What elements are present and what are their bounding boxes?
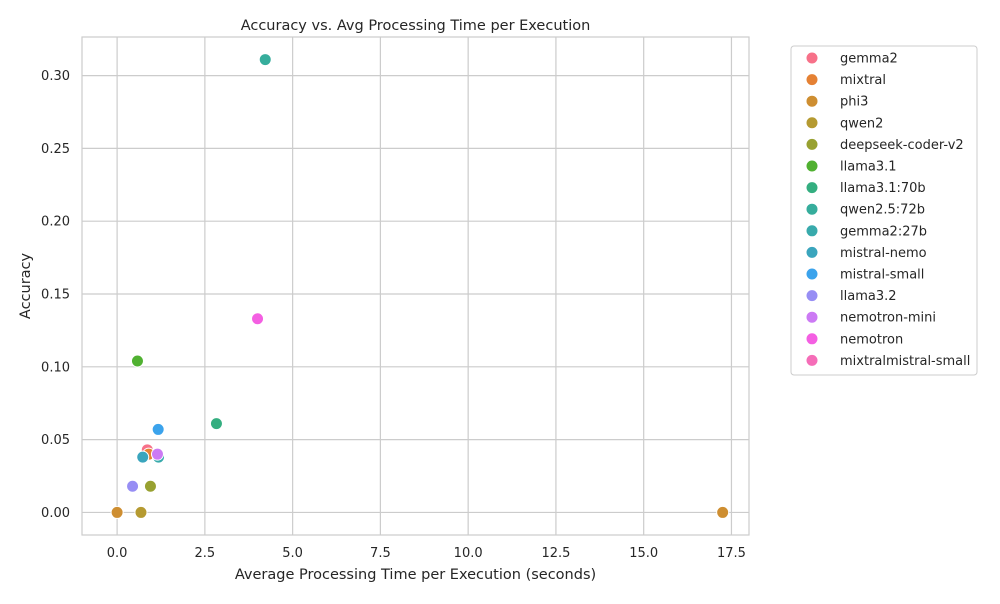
legend-marker <box>805 245 819 259</box>
data-point-nemotron-mini <box>150 447 164 461</box>
data-point-qwen2.5:72b <box>258 53 272 67</box>
plot-area <box>82 37 749 535</box>
legend-label: gemma2 <box>840 52 898 67</box>
legend-marker <box>805 73 819 87</box>
legend-frame <box>790 45 978 376</box>
legend-marker <box>805 137 819 151</box>
data-point-llama3.1:70b <box>209 417 223 431</box>
legend-marker <box>805 116 819 130</box>
y-tick-label: 0.05 <box>41 433 70 448</box>
legend-label: deepseek-coder-v2 <box>840 138 964 153</box>
legend-marker <box>805 181 819 195</box>
x-tick-label: 5.0 <box>282 546 303 561</box>
legend-marker <box>805 332 819 346</box>
x-tick-label: 2.5 <box>195 546 216 561</box>
y-axis-label: Accuracy <box>18 252 34 319</box>
legend-label: mistral-nemo <box>840 246 927 261</box>
x-tick-label: 17.5 <box>717 546 746 561</box>
legend-marker <box>805 353 819 367</box>
data-points <box>110 53 730 519</box>
data-point-mistral-nemo <box>136 450 150 464</box>
legend-entries: gemma2 mixtral phi3 qwen2 deepseek-coder-v2 l… <box>805 51 970 369</box>
legend-marker <box>805 202 819 216</box>
legend-label: mixtral <box>840 73 886 88</box>
legend-label: llama3.1:70b <box>840 181 926 196</box>
y-tick-label: 0.15 <box>41 288 70 303</box>
legend-label: nemotron-mini <box>840 311 936 326</box>
data-point-phi3 <box>110 505 124 519</box>
x-tick-label: 0.0 <box>107 546 128 561</box>
legend-label: phi3 <box>840 95 868 110</box>
y-tick-label: 0.30 <box>41 69 70 84</box>
y-tick-labels: 0.00 0.05 0.10 0.15 0.20 0.25 0.30 <box>41 69 70 521</box>
data-point-nemotron <box>251 312 265 326</box>
legend-label: mistral-small <box>840 268 924 283</box>
data-point-qwen2 <box>134 505 148 519</box>
legend-marker <box>805 267 819 281</box>
legend-marker <box>805 51 819 65</box>
legend: gemma2 mixtral phi3 qwen2 deepseek-coder-v2 l… <box>790 45 978 376</box>
y-tick-label: 0.10 <box>41 360 70 375</box>
data-point-llama3.1 <box>130 354 144 368</box>
legend-label: mixtralmistral-small <box>840 354 970 369</box>
legend-marker <box>805 159 819 173</box>
legend-marker <box>805 224 819 238</box>
x-tick-label: 15.0 <box>629 546 658 561</box>
data-point-deepseek-coder-v2 <box>143 479 157 493</box>
plot-frame <box>81 36 750 536</box>
legend-label: nemotron <box>840 332 903 347</box>
legend-marker <box>805 310 819 324</box>
y-tick-label: 0.25 <box>41 142 70 157</box>
x-axis-label: Average Processing Time per Execution (s… <box>235 567 596 583</box>
data-point-mistral-small <box>151 422 165 436</box>
legend-marker <box>805 94 819 108</box>
legend-label: gemma2:27b <box>840 224 927 239</box>
legend-label: qwen2 <box>840 116 883 131</box>
grid-layer <box>82 37 749 535</box>
legend-label: llama3.2 <box>840 289 897 304</box>
chart-title: Accuracy vs. Avg Processing Time per Exe… <box>241 18 591 34</box>
legend-label: qwen2.5:72b <box>840 203 925 218</box>
data-point-llama3.2 <box>126 479 140 493</box>
x-tick-label: 12.5 <box>541 546 570 561</box>
x-tick-label: 7.5 <box>370 546 391 561</box>
legend-label: llama3.1 <box>840 160 897 175</box>
y-tick-label: 0.00 <box>41 506 70 521</box>
x-tick-label: 10.0 <box>454 546 483 561</box>
legend-marker <box>805 289 819 303</box>
x-tick-labels: 0.0 2.5 5.0 7.5 10.0 12.5 15.0 17.5 <box>107 546 746 561</box>
y-tick-label: 0.20 <box>41 215 70 230</box>
data-point-phi3 <box>716 505 730 519</box>
